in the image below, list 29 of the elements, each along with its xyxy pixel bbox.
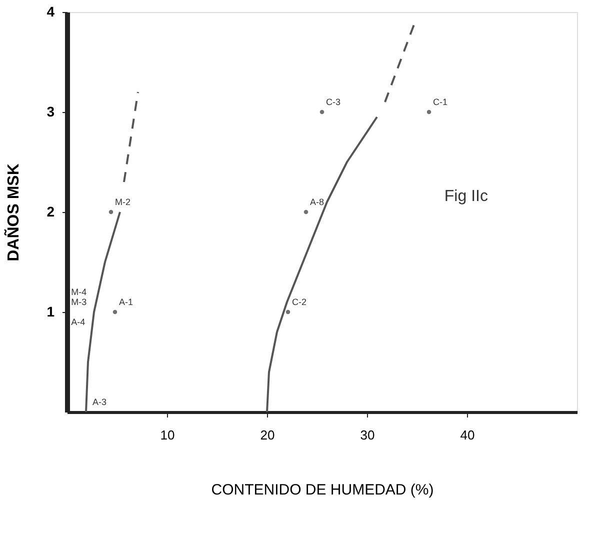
annotation: Fig IIc <box>444 188 488 205</box>
x-tick-label: 30 <box>360 428 375 442</box>
x-tick-label: 10 <box>160 428 175 442</box>
annotation: C-1 <box>433 97 448 107</box>
point <box>112 310 118 314</box>
y-axis-title: DAÑOS MSK <box>4 163 23 262</box>
line-series <box>266 116 378 413</box>
annotation: A-8 <box>310 197 324 207</box>
y-tick-label: 4 <box>46 4 55 20</box>
y-tick-label: 3 <box>46 104 55 120</box>
annotation: A-1 <box>119 297 134 307</box>
y-tick-label: 2 <box>46 204 55 220</box>
line-series <box>85 211 121 413</box>
annotation: A-3 <box>92 397 107 407</box>
annotation: M-3 <box>71 297 87 307</box>
annotation: C-2 <box>292 297 307 307</box>
annotation: A-4 <box>71 317 86 327</box>
y-tick-label: 1 <box>46 304 55 320</box>
point <box>286 310 290 314</box>
point <box>426 110 432 114</box>
point <box>304 210 308 214</box>
x-tick-label: 40 <box>460 428 475 442</box>
annotation: M-4 <box>71 287 87 297</box>
annotation: M-2 <box>115 197 130 207</box>
point <box>320 110 324 114</box>
x-tick-label: 20 <box>260 428 275 442</box>
x-axis-title: CONTENIDO DE HUMEDAD (%) <box>211 482 434 498</box>
annotation: C-3 <box>326 97 341 107</box>
point <box>108 210 114 214</box>
